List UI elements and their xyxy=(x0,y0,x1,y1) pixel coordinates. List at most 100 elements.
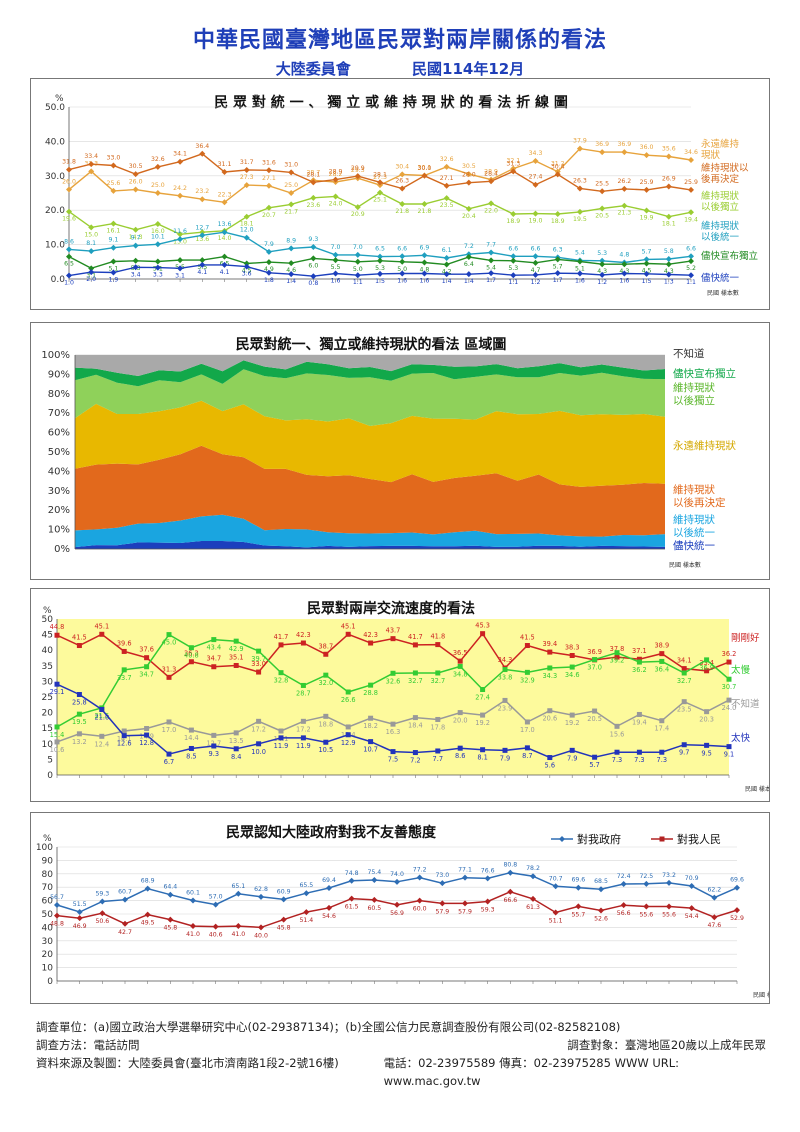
data-point xyxy=(665,261,672,268)
data-point xyxy=(688,209,694,216)
data-point xyxy=(465,271,472,278)
data-label: 20.0 xyxy=(453,717,468,725)
data-point xyxy=(110,220,117,227)
data-point xyxy=(726,676,732,682)
data-label: 55.6 xyxy=(639,911,653,918)
data-label: 7.9 xyxy=(567,754,578,762)
data-point xyxy=(243,263,250,270)
y-tick-label: 40 xyxy=(42,646,54,656)
data-point xyxy=(488,249,495,256)
data-point xyxy=(354,204,361,211)
data-label: 15.4 xyxy=(50,731,65,739)
data-label: 14.1 xyxy=(117,735,132,743)
data-point xyxy=(480,747,486,753)
data-label: 5.0 xyxy=(397,266,407,273)
data-label: 5.4 xyxy=(575,249,585,256)
data-point xyxy=(212,923,219,930)
data-point xyxy=(243,166,250,173)
series-label: 以後統一 xyxy=(701,231,740,243)
data-label: 40.0 xyxy=(254,932,268,939)
data-label: 51.1 xyxy=(549,918,563,925)
data-label: 3.6 xyxy=(242,271,252,278)
data-label: 33.4 xyxy=(84,153,98,160)
data-point xyxy=(666,903,672,910)
data-point xyxy=(502,667,508,673)
data-label: 25.6 xyxy=(107,180,121,187)
data-label: 27.4 xyxy=(475,694,490,702)
data-label: 54.6 xyxy=(322,913,336,920)
data-point xyxy=(621,202,628,209)
y-tick-label: 15 xyxy=(42,724,53,734)
data-point xyxy=(465,171,472,178)
y-tick-label: 20 xyxy=(42,709,54,719)
data-point xyxy=(166,751,172,757)
data-point xyxy=(599,257,606,264)
data-point xyxy=(345,732,351,738)
data-label: 50.6 xyxy=(95,918,109,925)
data-point xyxy=(443,261,450,268)
data-point xyxy=(399,185,406,192)
data-point xyxy=(99,631,105,637)
data-label: 4.9 xyxy=(264,266,274,273)
data-label: 25.8 xyxy=(72,699,87,707)
data-label: 36.4 xyxy=(654,665,669,673)
data-point xyxy=(76,731,82,737)
data-label: 19.2 xyxy=(565,719,580,727)
data-point xyxy=(435,716,441,722)
data-point xyxy=(704,657,710,663)
data-label: 9.5 xyxy=(701,749,712,757)
data-point xyxy=(681,742,687,748)
data-point xyxy=(332,257,339,264)
data-label: 8.6 xyxy=(455,752,466,760)
data-label: 29.9 xyxy=(351,165,365,172)
data-label: 22.0 xyxy=(484,207,498,214)
data-point xyxy=(532,271,539,278)
series-label: 永遠維持現狀 xyxy=(673,439,736,452)
data-point xyxy=(235,890,242,897)
data-label: 11.9 xyxy=(296,742,311,750)
series-label: 以後獨立 xyxy=(673,394,715,407)
data-label: 18.1 xyxy=(240,221,254,228)
data-label: 42.3 xyxy=(296,631,311,639)
data-point xyxy=(256,648,262,654)
data-point xyxy=(665,183,672,190)
data-label: 73.2 xyxy=(662,872,676,879)
y-tick-label: 60 xyxy=(42,897,54,907)
data-label: 69.4 xyxy=(322,877,336,884)
data-point xyxy=(288,169,295,176)
footer-survey-unit: 調查單位：(a)國立政治大學選舉研究中心(02-29387134)；(b)全國公… xyxy=(36,1020,621,1034)
data-label: 9.3 xyxy=(209,750,220,758)
data-label: 30.4 xyxy=(395,163,409,170)
data-label: 26.2 xyxy=(617,178,631,185)
data-point xyxy=(144,885,151,892)
data-label: 1.6 xyxy=(331,277,341,284)
footer-method: 調查方法：電話訪問 xyxy=(36,1038,140,1052)
data-label: 56.6 xyxy=(617,910,631,917)
data-label: 32.0 xyxy=(318,679,333,687)
series-label: 維持現狀以 xyxy=(701,162,749,174)
data-label: 1.6 xyxy=(397,277,407,284)
data-point xyxy=(154,220,161,227)
data-label: 65.5 xyxy=(299,882,313,889)
series-label: 現狀 xyxy=(701,149,721,161)
data-label: 31.7 xyxy=(240,159,254,166)
y-tick-label: 0% xyxy=(54,544,70,555)
data-point xyxy=(233,638,239,644)
line-chart-unification-independence: 民 眾 對 統 一 、 獨 立 或 維 持 現 狀 的 看 法 折 線 圖 0.0… xyxy=(30,78,770,310)
data-label: 12.4 xyxy=(94,740,109,748)
data-point xyxy=(390,670,396,676)
data-point xyxy=(377,189,383,196)
data-point xyxy=(643,152,650,159)
data-point xyxy=(332,193,339,200)
data-label: 5.1 xyxy=(575,265,585,272)
data-point xyxy=(54,632,60,638)
data-point xyxy=(665,256,672,263)
data-label: 5.4 xyxy=(486,264,496,271)
data-label: 19.0 xyxy=(529,218,543,225)
data-label: 18.9 xyxy=(506,218,520,225)
data-label: 31.8 xyxy=(62,159,76,166)
data-label: 36.2 xyxy=(632,666,647,674)
data-label: 27.3 xyxy=(373,174,387,181)
data-label: 30.1 xyxy=(418,164,432,171)
data-point xyxy=(177,236,184,243)
